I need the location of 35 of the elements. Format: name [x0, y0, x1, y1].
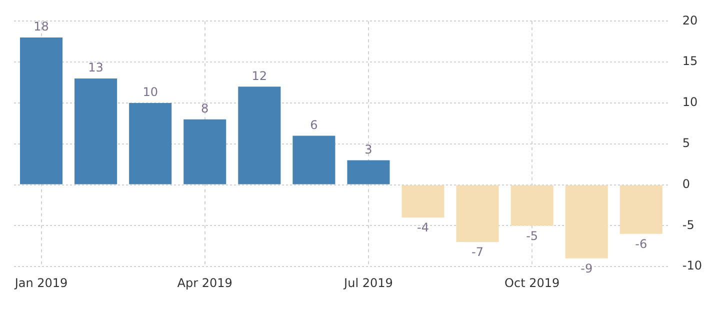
x-tick-label: Oct 2019: [504, 276, 560, 290]
data-label: 10: [142, 85, 158, 100]
bar: [510, 185, 554, 226]
data-label: -6: [635, 237, 648, 252]
data-label: 18: [34, 20, 49, 34]
y-tick-label: 5: [682, 136, 690, 150]
data-label: 3: [364, 142, 372, 156]
bar: [456, 185, 499, 242]
x-tick-label: Apr 2019: [177, 276, 232, 290]
data-label: -5: [526, 228, 538, 243]
bar: [238, 86, 281, 184]
bar: [402, 185, 444, 218]
bar: [347, 160, 390, 184]
y-tick-label: -10: [682, 258, 702, 273]
data-label: 8: [201, 101, 209, 116]
y-tick-label: 10: [682, 95, 698, 110]
data-label: 12: [252, 68, 268, 83]
data-label: -4: [417, 220, 429, 235]
x-tick-label: Jan 2019: [14, 276, 68, 290]
bar: [74, 78, 118, 184]
bar: [292, 136, 336, 184]
y-tick-label: -5: [682, 218, 694, 232]
data-label: 6: [310, 118, 318, 132]
bar: [20, 38, 63, 184]
data-label: -7: [472, 245, 484, 260]
y-tick-label: 0: [682, 176, 690, 191]
bar: [565, 185, 608, 258]
data-label: 13: [88, 60, 104, 75]
bar: [129, 103, 172, 184]
x-tick-label: Jul 2019: [343, 276, 393, 290]
bar: [184, 119, 226, 184]
data-label: -9: [580, 262, 593, 276]
y-tick-label: 20: [682, 13, 698, 28]
bar: [620, 185, 662, 234]
y-tick-label: 15: [682, 54, 698, 68]
